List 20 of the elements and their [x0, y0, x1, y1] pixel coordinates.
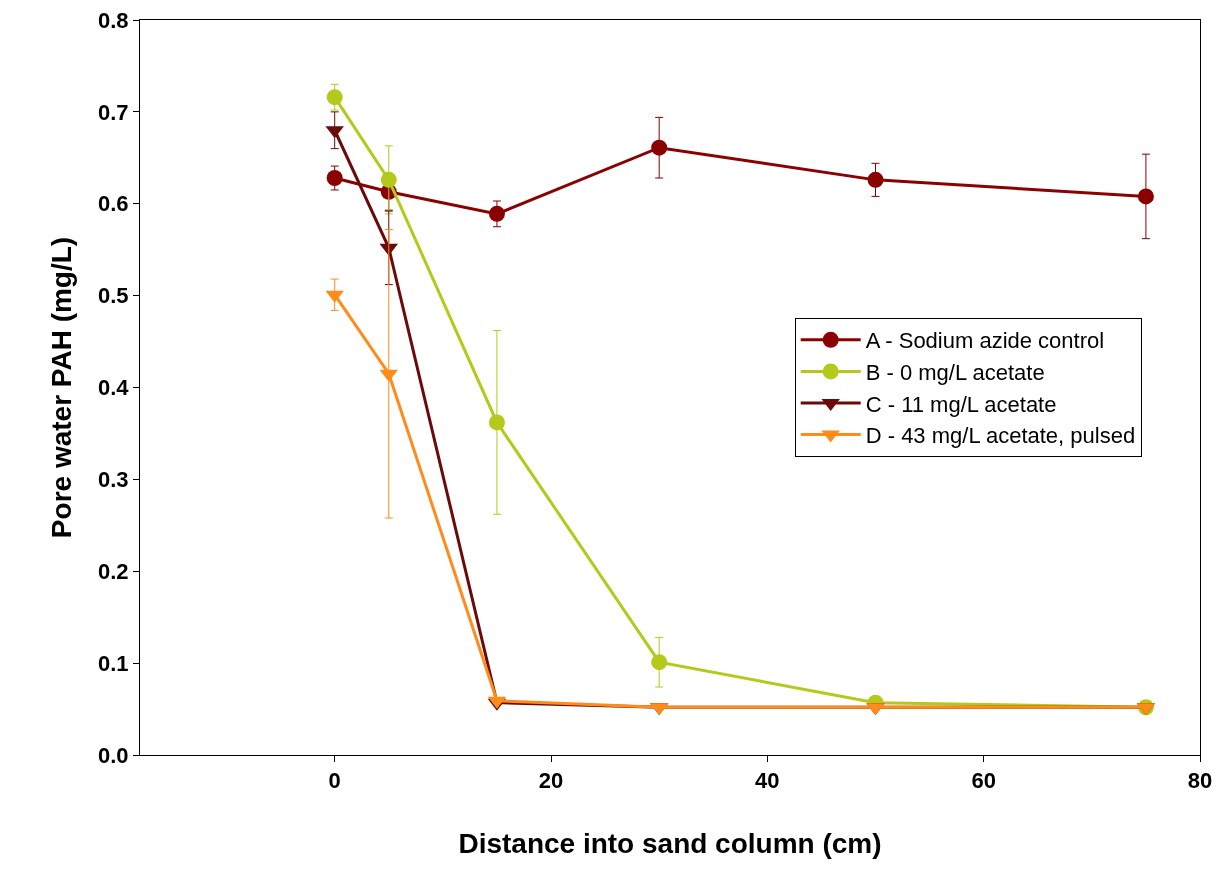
x-tick-label: 80	[1187, 768, 1213, 794]
y-tick-label: 0.2	[98, 558, 129, 584]
x-tick-label: 40	[755, 768, 780, 794]
y-tick-label: 0.5	[98, 283, 129, 309]
legend-label: C - 11 mg/L acetate	[865, 391, 1057, 417]
x-tick-label: 0	[328, 768, 341, 794]
y-axis-title: Pore water PAH (mg/L)	[45, 236, 77, 539]
y-tick-label: 0.6	[98, 191, 129, 217]
x-tick-label: 20	[538, 768, 564, 794]
y-tick-label: 0.4	[98, 375, 130, 401]
y-tick-label: 0.8	[98, 7, 129, 33]
y-tick-label: 0.0	[98, 742, 129, 768]
y-tick-label: 0.1	[98, 650, 129, 676]
y-tick-label: 0.3	[98, 467, 129, 493]
legend-label: D - 43 mg/L acetate, pulsed	[865, 423, 1136, 449]
x-axis-title: Distance into sand column (cm)	[458, 827, 882, 859]
legend-label: B - 0 mg/L acetate	[865, 359, 1045, 385]
x-tick-label: 60	[971, 768, 996, 794]
legend-label: A - Sodium azide control	[865, 328, 1105, 354]
y-tick-label: 0.7	[98, 99, 129, 125]
